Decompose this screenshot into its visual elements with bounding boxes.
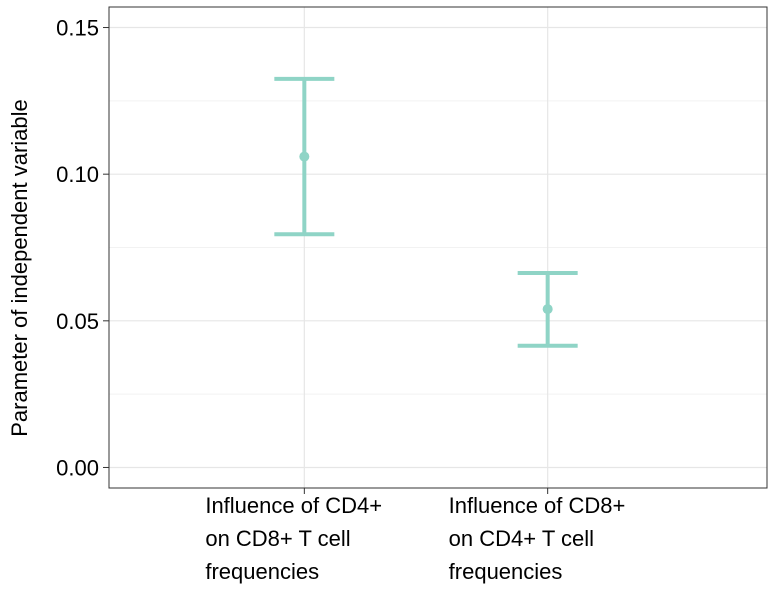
minor-gridlines — [109, 100, 767, 395]
x-axis-ticks: Influence of CD4+ on CD8+ T cell frequenci… — [205, 488, 625, 584]
x-category-label-line: on CD8+ T cell — [205, 526, 350, 551]
y-axis-ticks: 0.00 0.05 0.10 0.15 — [56, 16, 109, 480]
y-tick-label: 0.15 — [56, 16, 99, 41]
y-tick-label: 0.05 — [56, 309, 99, 334]
x-category-label: Influence of CD8+ on CD4+ T cell frequenci… — [449, 493, 626, 584]
x-category-label-line: Influence of CD4+ — [205, 493, 382, 518]
estimates-series — [274, 76, 578, 348]
plot-panel-border — [108, 6, 768, 489]
x-category-label-line: frequencies — [449, 559, 563, 584]
y-tick-label: 0.00 — [56, 455, 99, 480]
x-category-label-line: frequencies — [205, 559, 319, 584]
y-axis-title: Parameter of independent variable — [7, 99, 32, 437]
estimate-point — [542, 304, 553, 315]
x-category-label-line: Influence of CD8+ — [449, 493, 626, 518]
x-category-label-line: on CD4+ T cell — [449, 526, 594, 551]
estimate-point — [299, 151, 310, 162]
y-tick-label: 0.10 — [56, 162, 99, 187]
x-category-label: Influence of CD4+ on CD8+ T cell frequenci… — [205, 493, 382, 584]
major-gridlines — [109, 7, 767, 488]
